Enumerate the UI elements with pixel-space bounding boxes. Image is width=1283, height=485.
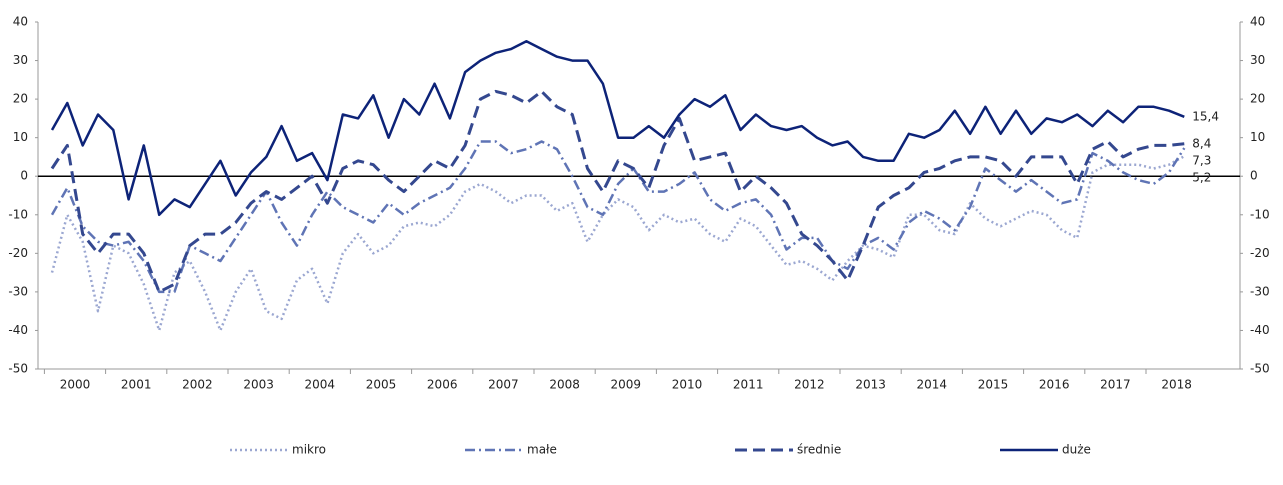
value-label: 8,4 (1192, 136, 1211, 150)
y-tick-label: 10 (13, 130, 28, 144)
series-line (50, 89, 1185, 294)
legend-label: małe (527, 443, 557, 457)
y2-tick-label: 0 (1250, 169, 1258, 183)
y-tick-label: -10 (8, 207, 28, 221)
legend-label: duże (1062, 443, 1091, 457)
value-label: 5,2 (1192, 170, 1211, 184)
series-line (50, 155, 1185, 332)
x-tick-label: 2006 (427, 378, 458, 392)
y-tick-label: -50 (8, 362, 28, 376)
x-tick-label: 2000 (60, 378, 91, 392)
y2-tick-label: -20 (1250, 246, 1270, 260)
y2-tick-label: -50 (1250, 362, 1270, 376)
x-tick-label: 2005 (366, 378, 397, 392)
y2-tick-label: 20 (1250, 92, 1265, 106)
y-tick-label: 0 (20, 169, 28, 183)
y-tick-label: -30 (8, 284, 28, 298)
x-tick-label: 2013 (855, 378, 886, 392)
y-tick-label: 40 (13, 15, 28, 29)
y2-tick-label: 10 (1250, 130, 1265, 144)
value-label: 7,3 (1192, 153, 1211, 167)
x-tick-label: 2001 (121, 378, 152, 392)
x-tick-label: 2014 (917, 378, 948, 392)
y-tick-label: -40 (8, 323, 28, 337)
series-line (50, 40, 1185, 217)
x-tick-label: 2004 (305, 378, 336, 392)
x-tick-label: 2017 (1100, 378, 1131, 392)
legend-label: średnie (797, 443, 841, 457)
y-tick-label: 30 (13, 53, 28, 67)
x-tick-label: 2016 (1039, 378, 1070, 392)
x-tick-label: 2012 (794, 378, 825, 392)
x-tick-label: 2011 (733, 378, 764, 392)
x-tick-label: 2003 (243, 378, 274, 392)
value-label: 15,4 (1192, 109, 1219, 123)
y2-tick-label: -10 (1250, 207, 1270, 221)
y2-tick-label: 30 (1250, 53, 1265, 67)
x-tick-label: 2008 (549, 378, 580, 392)
y2-tick-label: -30 (1250, 284, 1270, 298)
x-tick-label: 2009 (611, 378, 642, 392)
x-tick-label: 2002 (182, 378, 213, 392)
y2-tick-label: 40 (1250, 15, 1265, 29)
legend-label: mikro (292, 443, 326, 457)
x-tick-label: 2018 (1161, 378, 1192, 392)
y2-tick-label: -40 (1250, 323, 1270, 337)
x-tick-label: 2010 (672, 378, 703, 392)
y-tick-label: 20 (13, 92, 28, 106)
x-tick-label: 2015 (978, 378, 1009, 392)
x-tick-label: 2007 (488, 378, 519, 392)
y-tick-label: -20 (8, 246, 28, 260)
series-line (50, 140, 1186, 294)
